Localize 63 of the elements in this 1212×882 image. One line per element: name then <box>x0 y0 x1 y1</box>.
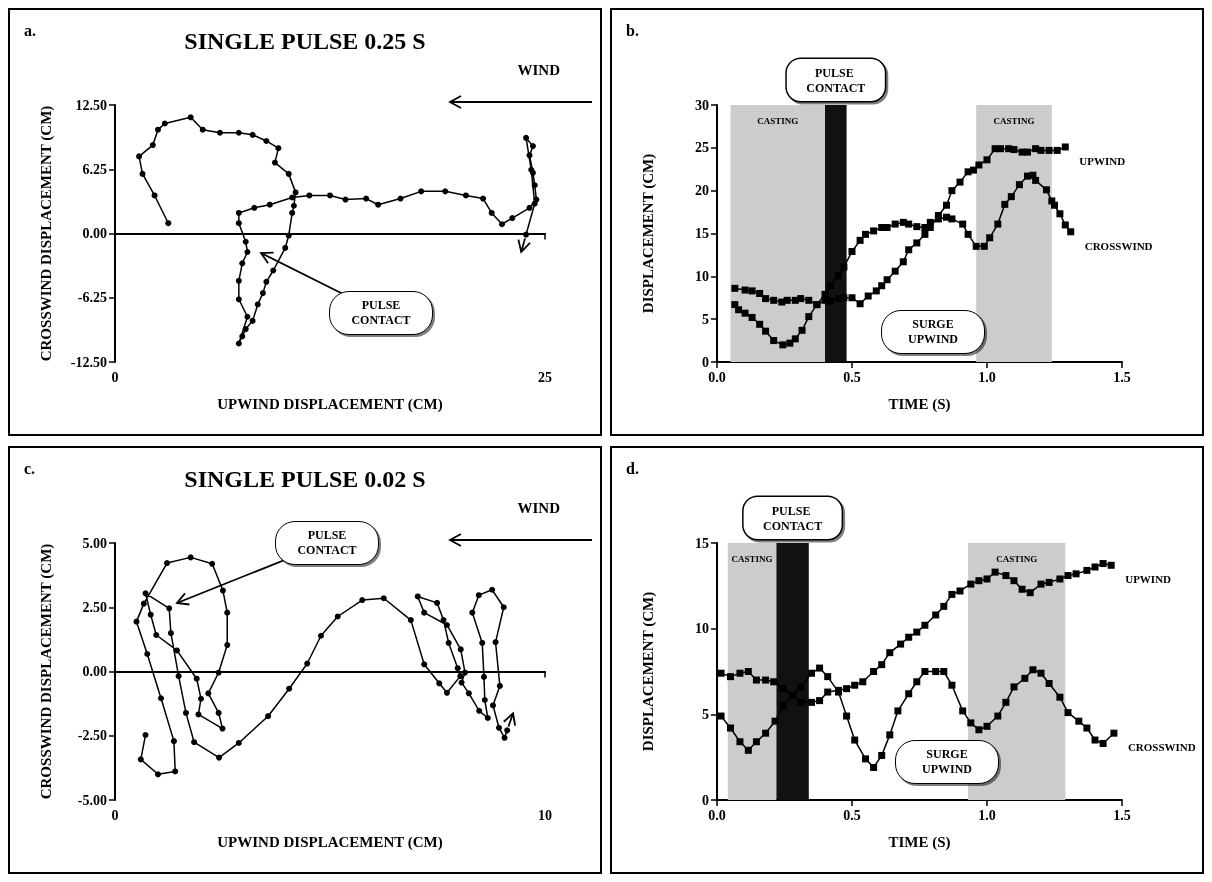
x-tick-label: 1.0 <box>978 369 996 385</box>
annotation: SURGE UPWIND <box>907 317 959 347</box>
y-axis-title: CROSSWIND DISPLACEMENT (CM) <box>37 105 55 362</box>
x-tick-label: 0.0 <box>708 807 726 823</box>
band-label: CASTING <box>993 115 1035 126</box>
x-tick-label: 0.0 <box>708 369 726 385</box>
y-tick-label: 12.50 <box>75 97 107 113</box>
series-label: CROSSWIND <box>1127 741 1196 754</box>
y-tick-label: 15 <box>695 535 709 551</box>
x-axis-title: TIME (S) <box>888 833 951 851</box>
y-tick-label: 5.00 <box>82 535 107 551</box>
text: d. <box>626 460 639 478</box>
band-label: CASTING <box>996 553 1038 564</box>
y-axis-title: DISPLACEMENT (CM) <box>639 591 657 752</box>
chart-title: SINGLE PULSE 0.02 S <box>184 466 426 492</box>
text: c. <box>24 460 36 478</box>
y-tick-label: 5 <box>702 706 709 722</box>
y-tick-label: -5.00 <box>77 792 107 808</box>
y-tick-label: 25 <box>695 140 709 156</box>
y-tick-label: 10 <box>695 621 709 637</box>
text: WIND <box>517 500 560 517</box>
x-tick-label: 10 <box>538 807 552 823</box>
text: a. <box>24 22 36 40</box>
y-tick-label: 0.00 <box>82 226 107 241</box>
annotation: PULSE CONTACT <box>350 298 412 328</box>
series-label: UPWIND <box>1079 154 1126 167</box>
x-axis-title: TIME (S) <box>888 395 951 413</box>
series-label: CROSSWIND <box>1084 239 1153 252</box>
y-tick-label: -6.25 <box>77 290 107 306</box>
y-tick-label: 15 <box>695 226 709 241</box>
y-tick-label: 0 <box>702 792 709 808</box>
chart-title: SINGLE PULSE 0.25 S <box>184 28 426 54</box>
y-tick-label: -12.50 <box>70 354 107 370</box>
y-tick-label: 20 <box>695 183 709 199</box>
y-tick-label: 10 <box>695 268 709 284</box>
y-tick-label: 0 <box>702 354 709 370</box>
series-label: UPWIND <box>1125 573 1172 586</box>
annotation: SURGE UPWIND <box>921 747 973 777</box>
band-label: CASTING <box>731 553 773 564</box>
x-tick-label: 0.5 <box>843 807 861 823</box>
annotation: PULSE CONTACT <box>296 528 358 558</box>
band-label: PULSE CONTACT <box>763 503 823 533</box>
y-tick-label: -2.50 <box>77 728 107 744</box>
y-tick-label: 6.25 <box>82 161 107 177</box>
y-tick-label: 0.00 <box>82 664 107 679</box>
y-tick-label: 5 <box>702 311 709 327</box>
x-tick-label: 0 <box>111 807 119 823</box>
x-tick-label: 1.5 <box>1113 807 1131 823</box>
text: WIND <box>517 62 560 79</box>
y-tick-label: 30 <box>695 97 709 113</box>
band-label: CASTING <box>757 115 799 126</box>
x-tick-label: 25 <box>538 369 552 385</box>
x-axis-title: UPWIND DISPLACEMENT (CM) <box>217 833 443 851</box>
x-tick-label: 0.5 <box>843 369 861 385</box>
text: b. <box>626 22 639 40</box>
y-axis-title: CROSSWIND DISPLACEMENT (CM) <box>37 543 55 800</box>
x-tick-label: 1.0 <box>978 807 996 823</box>
x-axis-title: UPWIND DISPLACEMENT (CM) <box>217 395 443 413</box>
x-tick-label: 1.5 <box>1113 369 1131 385</box>
y-tick-label: 2.50 <box>82 599 107 615</box>
y-axis-title: DISPLACEMENT (CM) <box>639 153 657 314</box>
band-label: PULSE CONTACT <box>806 65 866 95</box>
x-tick-label: 0 <box>111 369 119 385</box>
